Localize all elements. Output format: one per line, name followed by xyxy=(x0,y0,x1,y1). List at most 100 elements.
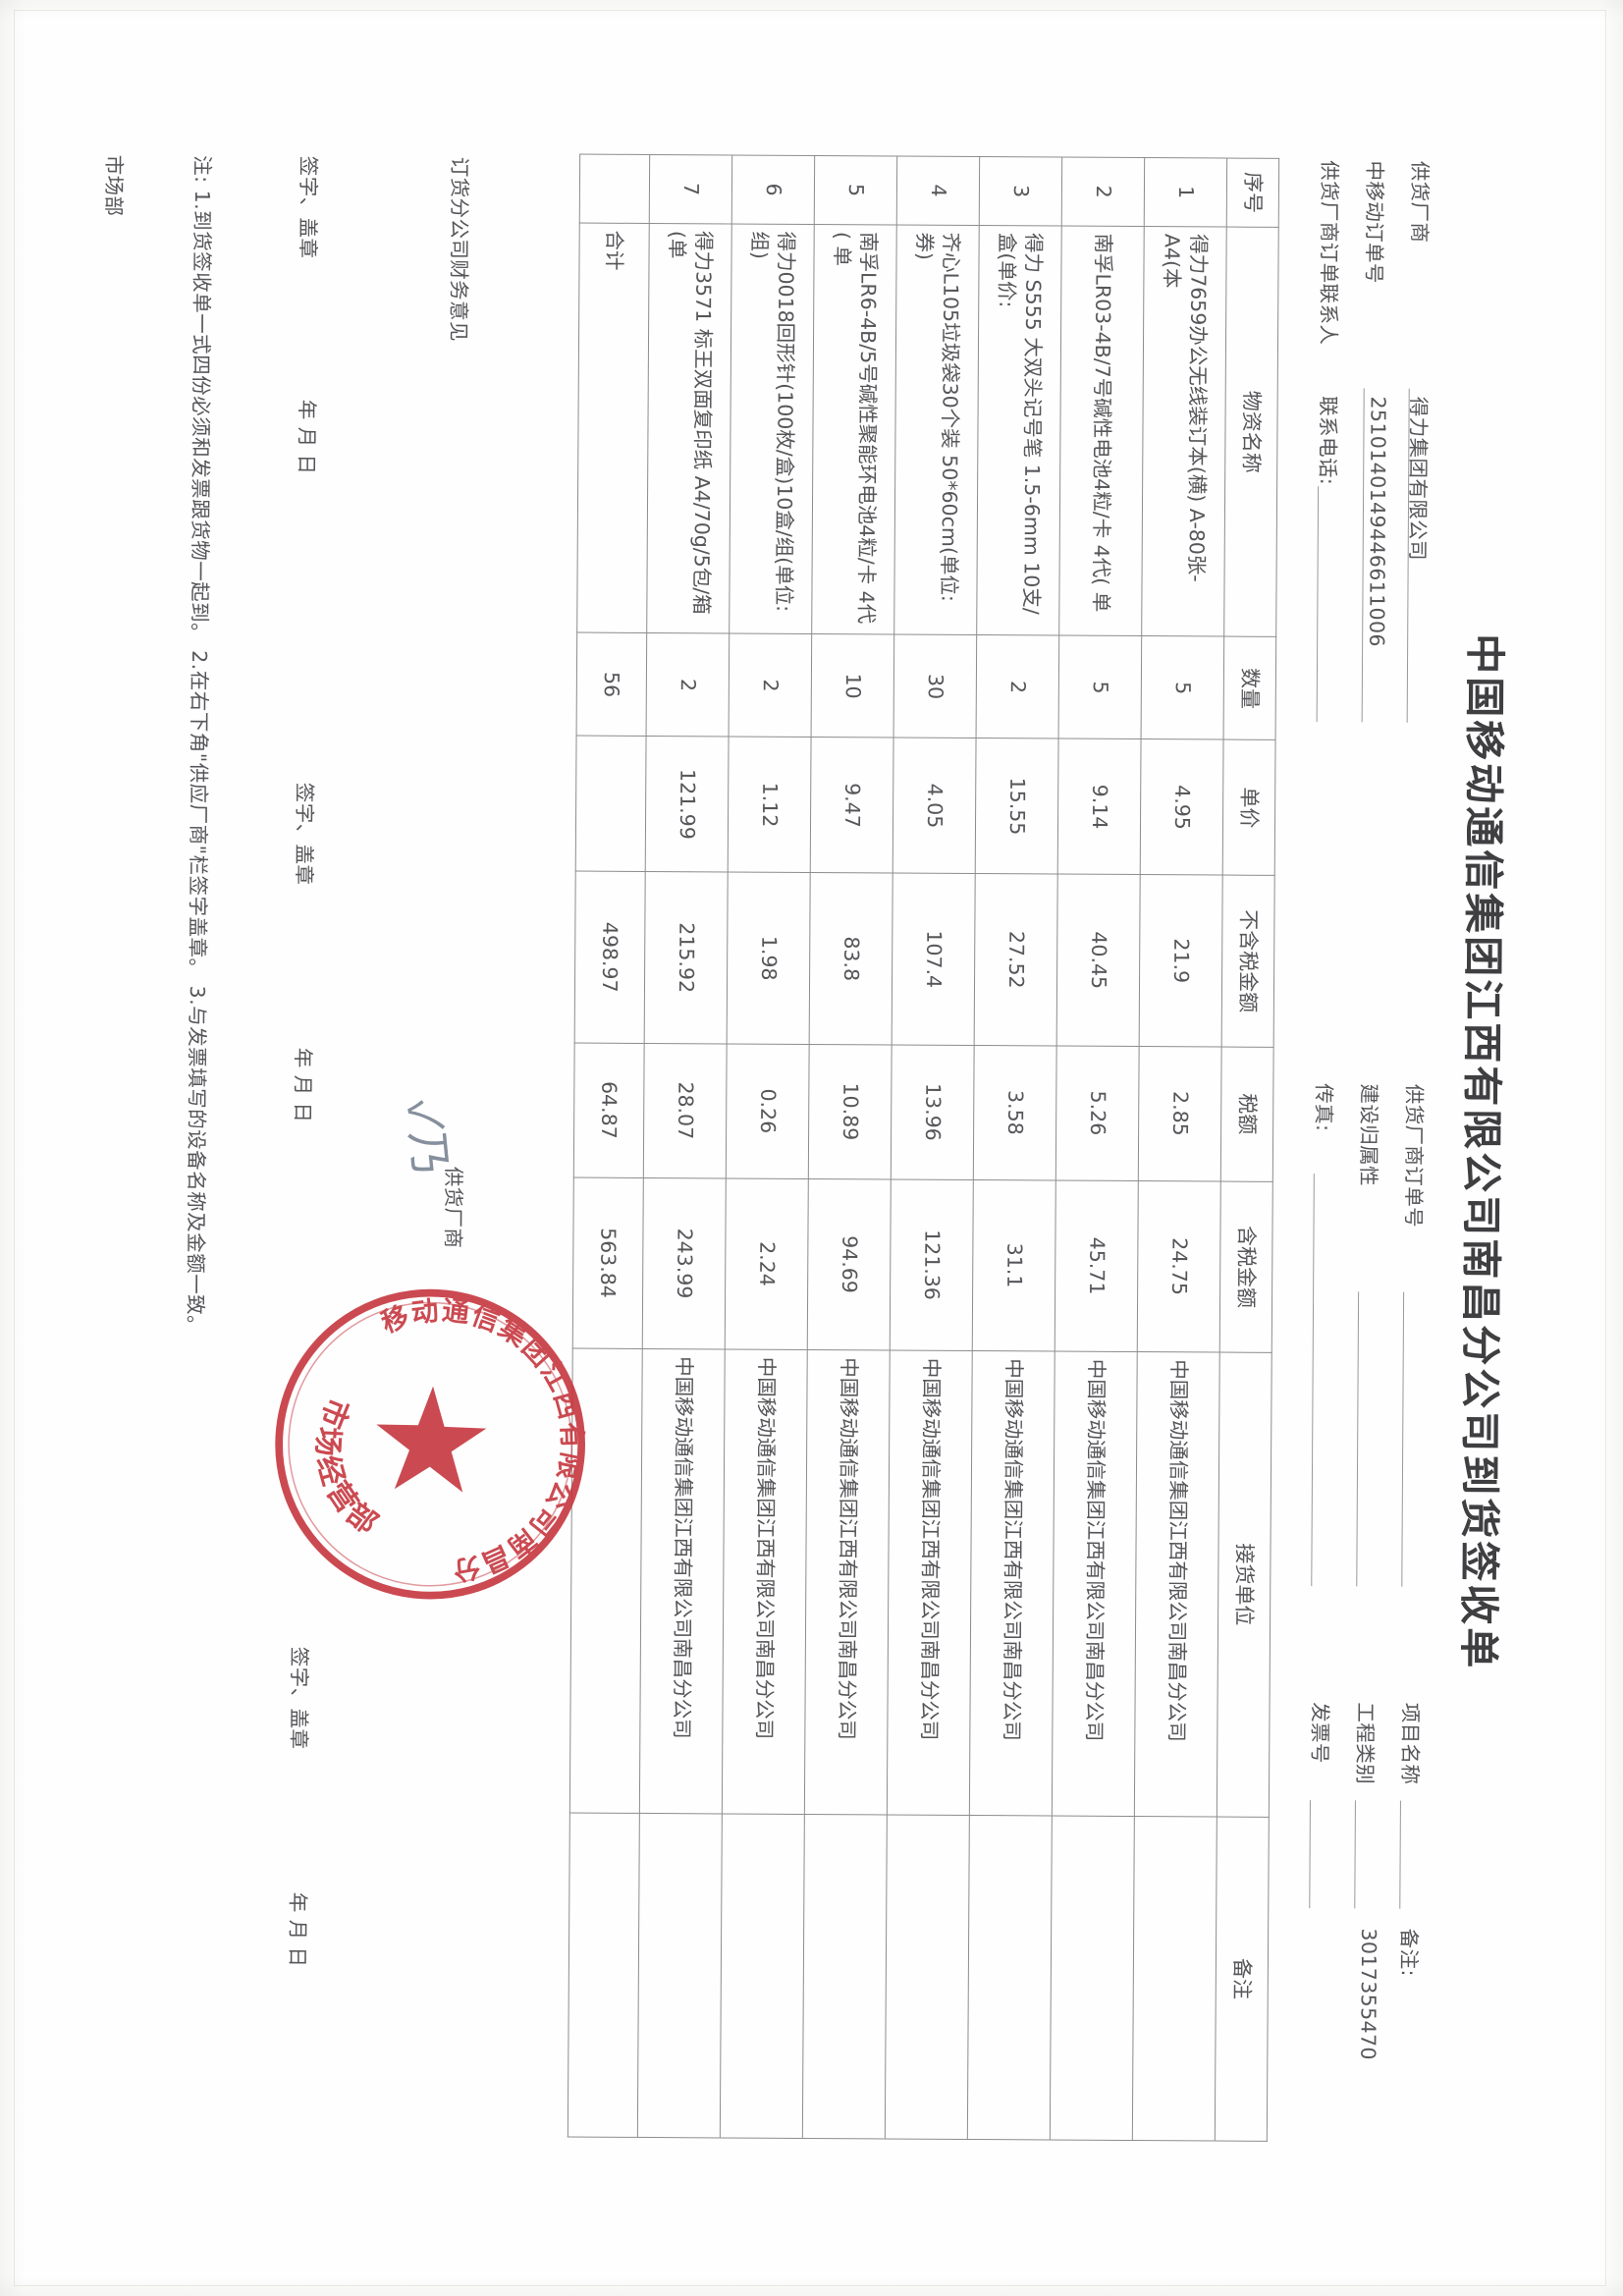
rotated-document-plane: 中国移动通信集团江西有限公司南昌分公司到货签收单 供货厂商 中移动订单号 供货厂… xyxy=(29,34,1595,2262)
total-label: 合计 xyxy=(576,222,649,633)
col-header-recipient: 接货单位 xyxy=(1216,1352,1271,1817)
cell-name: 得力3571 标王双面复印纸 A4/70g/5包/箱 (单 xyxy=(646,223,731,634)
header-cm-order-no-value: 2510140149446611006 xyxy=(1364,396,1390,647)
total-ex-tax: 498.97 xyxy=(573,871,645,1044)
header-project-type-label: 工程类别 xyxy=(1352,1702,1378,1785)
cell-tax: 0.26 xyxy=(725,1043,809,1179)
cell-recipient: 中国移动通信集团江西有限公司南昌分公司 xyxy=(721,1348,807,1815)
cell-name: 南孚LR6-4B/5号碱性聚能环电池4粒/卡 4代( 单 xyxy=(811,224,896,635)
signature-stamp-mid: 签字、盖章 xyxy=(292,782,316,886)
cell-recipient: 中国移动通信集团江西有限公司南昌分公司 xyxy=(1051,1351,1137,1817)
table-row: 3 得力 S555 大双头记号笔 1.5-6mm 10支/盒(单价: 2 15.… xyxy=(966,156,1062,2140)
header-supplier-label: 供货厂商 xyxy=(1407,160,1432,244)
cell-tax: 5.26 xyxy=(1055,1045,1139,1181)
cell-ex-tax: 1.98 xyxy=(726,872,810,1045)
signature-date-right: 年 月 日 xyxy=(285,1891,309,1968)
cell-seq: 1 xyxy=(1143,157,1227,227)
cell-note xyxy=(636,1813,722,2138)
cell-name: 得力0018回形针(100枚/盒)10盒/组(单位:组) xyxy=(729,223,814,634)
cell-qty: 10 xyxy=(810,633,894,738)
cell-ex-tax: 83.8 xyxy=(808,872,893,1045)
col-header-tax: 税额 xyxy=(1219,1046,1273,1181)
cell-in-tax: 45.71 xyxy=(1054,1179,1138,1352)
header-fax-label: 传真: xyxy=(1311,1083,1335,1132)
cell-price: 9.14 xyxy=(1056,738,1141,875)
cell-ex-tax: 27.52 xyxy=(973,873,1057,1046)
cell-in-tax: 24.75 xyxy=(1136,1180,1220,1353)
table-row: 1 得力7659办公无线装订本(横) A-80张-A4(本 5 4.95 21.… xyxy=(1131,157,1227,2142)
cell-in-tax: 2.24 xyxy=(724,1177,808,1350)
header-vendor-order-no-label: 供货厂商订单号 xyxy=(1401,1083,1426,1229)
field-rule xyxy=(1353,1800,1356,1909)
delivery-receipt-form: 中国移动通信集团江西有限公司南昌分公司到货签收单 供货厂商 中移动订单号 供货厂… xyxy=(29,34,1595,2262)
total-in-tax: 563.84 xyxy=(571,1176,643,1349)
table-row: 2 南孚LR03-4B/7号碱性电池4粒/卡 4代( 单 5 9.14 40.4… xyxy=(1049,157,1145,2141)
header-construction-attr-label: 建设归属性 xyxy=(1356,1083,1380,1187)
field-rule xyxy=(1355,1291,1359,1587)
signature-date-mid: 年 月 日 xyxy=(290,1047,315,1123)
cell-tax: 28.07 xyxy=(642,1043,727,1178)
cell-qty: 2 xyxy=(645,632,730,738)
cell-name: 得力 S555 大双头记号笔 1.5-6mm 10支/盒(单价: xyxy=(976,225,1061,636)
table-row: 4 齐心L105垃圾袋30个装 50*60cm(单位: 券) 30 4.05 1… xyxy=(884,156,980,2140)
goods-table: 序号 物资名称 数量 单价 不含税金额 税额 含税金额 接货单位 备注 1 得力 xyxy=(567,154,1279,2142)
table-row: 7 得力3571 标王双面复印纸 A4/70g/5包/箱 (单 2 121.99… xyxy=(636,154,732,2138)
cell-price: 9.47 xyxy=(809,737,893,874)
cell-note xyxy=(1131,1816,1217,2142)
cell-tax: 10.89 xyxy=(807,1044,892,1179)
cell-seq: 4 xyxy=(895,156,980,226)
cell-price: 4.05 xyxy=(892,738,976,874)
col-header-in-tax: 含税金额 xyxy=(1218,1180,1272,1353)
signature-stamp-right: 签字、盖章 xyxy=(286,1646,311,1750)
cell-qty: 2 xyxy=(728,633,812,738)
cell-price: 1.12 xyxy=(727,737,811,873)
cell-note xyxy=(966,1815,1052,2140)
cell-tax: 13.96 xyxy=(890,1044,974,1180)
header-remark-label: 备注: xyxy=(1396,1928,1421,1977)
field-rule xyxy=(1398,1800,1401,1909)
cell-in-tax: 121.36 xyxy=(889,1178,973,1351)
cell-seq: 6 xyxy=(730,154,815,225)
cell-seq: 7 xyxy=(648,154,732,224)
table-row: 5 南孚LR6-4B/5号碱性聚能环电池4粒/卡 4代( 单 10 9.47 8… xyxy=(801,155,897,2139)
page-title: 中国移动通信集团江西有限公司南昌分公司到货签收单 xyxy=(1454,633,1508,1671)
field-rule xyxy=(1308,1800,1311,1909)
header-invoice-no-label: 发票号 xyxy=(1307,1702,1332,1764)
cell-recipient: 中国移动通信集团江西有限公司南昌分公司 xyxy=(638,1348,725,1814)
cell-recipient: 中国移动通信集团江西有限公司南昌分公司 xyxy=(803,1349,890,1815)
cell-note xyxy=(801,1814,887,2139)
cell-qty: 30 xyxy=(893,634,977,738)
cell-note xyxy=(719,1813,804,2139)
total-qty: 56 xyxy=(575,632,647,737)
field-rule xyxy=(1400,1291,1404,1587)
cell-recipient: 中国移动通信集团江西有限公司南昌分公司 xyxy=(886,1350,972,1816)
cell-in-tax: 31.1 xyxy=(971,1179,1055,1352)
cell-seq: 2 xyxy=(1060,157,1145,227)
cell-price: 4.95 xyxy=(1139,738,1223,876)
cell-tax: 2.85 xyxy=(1137,1046,1221,1181)
cell-qty: 5 xyxy=(1140,635,1224,740)
header-project-name-label: 项目名称 xyxy=(1397,1702,1423,1785)
total-price-blank xyxy=(574,736,646,872)
col-header-name: 物资名称 xyxy=(1223,226,1278,637)
handwritten-signature-mark: ✓乃 xyxy=(396,1097,458,1178)
cell-note xyxy=(1049,1815,1134,2141)
col-header-seq: 序号 xyxy=(1225,158,1279,228)
total-tax: 64.87 xyxy=(572,1042,644,1177)
col-header-price: 单价 xyxy=(1221,739,1275,876)
cell-seq: 3 xyxy=(978,156,1062,226)
col-header-qty: 数量 xyxy=(1222,636,1276,740)
supplier-label: 供货厂商 xyxy=(440,1166,465,1249)
header-cm-order-no-label: 中移动订单号 xyxy=(1361,160,1386,284)
cell-name: 南孚LR03-4B/7号碱性电池4粒/卡 4代( 单 xyxy=(1058,225,1144,636)
col-header-ex-tax: 不含税金额 xyxy=(1220,875,1274,1048)
signature-stamp-left: 签字、盖章 xyxy=(296,155,320,259)
col-header-note: 备注 xyxy=(1214,1816,1269,2142)
cell-price: 121.99 xyxy=(644,736,729,873)
cell-qty: 5 xyxy=(1057,635,1142,739)
finance-opinion-label: 订货分公司财务意见 xyxy=(446,156,471,342)
cell-tax: 3.58 xyxy=(972,1045,1056,1180)
table-row: 6 得力0018回形针(100枚/盒)10盒/组(单位:组) 2 1.12 1.… xyxy=(719,154,815,2139)
cell-ex-tax: 21.9 xyxy=(1138,874,1222,1047)
